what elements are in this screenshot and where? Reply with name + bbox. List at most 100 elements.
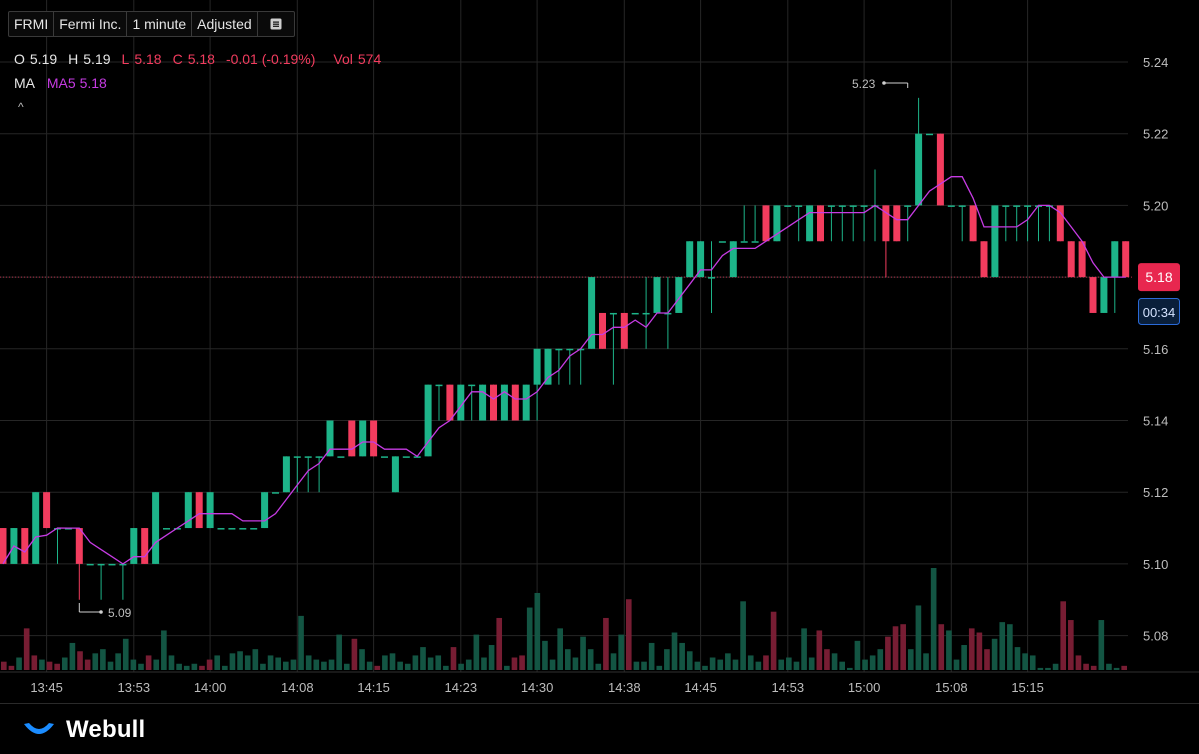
- volume-bar: [686, 651, 693, 670]
- volume-bar: [1090, 665, 1097, 670]
- ticker-symbol[interactable]: FRMI: [9, 12, 55, 36]
- footer-bar: Webull: [0, 703, 1199, 754]
- volume-bar: [557, 628, 563, 670]
- candle-body: [239, 528, 247, 530]
- countdown-badge: [1138, 298, 1180, 325]
- volume-bar: [435, 655, 442, 670]
- candle-body: [391, 456, 399, 493]
- volume-bar: [923, 653, 929, 670]
- volume-bar: [549, 659, 556, 670]
- candle-body: [479, 384, 487, 421]
- candle-body: [173, 528, 181, 530]
- high-value: 5.19: [83, 51, 111, 67]
- x-tick-label: 14:15: [357, 680, 390, 695]
- volume-bar: [1022, 653, 1028, 670]
- candle-body: [206, 492, 214, 529]
- low-marker-dot: [99, 610, 103, 614]
- candle-body: [370, 420, 378, 457]
- brand: Webull: [22, 716, 145, 744]
- volume-bar: [183, 665, 190, 670]
- candle-body: [0, 528, 7, 564]
- volume-bar: [847, 667, 853, 670]
- volume-bar: [1007, 624, 1013, 670]
- volume-bar: [991, 638, 998, 670]
- volume-bar: [488, 645, 495, 670]
- volume-bar: [717, 659, 724, 670]
- ma-legend[interactable]: MA MA5 5.18: [14, 75, 107, 91]
- volume-bar: [1060, 601, 1067, 670]
- ma5-value: MA5 5.18: [46, 75, 107, 91]
- volume-bar: [191, 663, 198, 670]
- volume-bar: [458, 663, 464, 670]
- y-tick-label: 5.12: [1143, 485, 1168, 500]
- volume-bar: [610, 653, 617, 670]
- candle-body: [1067, 241, 1075, 278]
- y-tick-label: 5.10: [1143, 557, 1168, 572]
- candle-body: [250, 528, 258, 530]
- candle-body: [359, 420, 367, 457]
- ma-label: MA: [14, 75, 35, 91]
- adjust-selector[interactable]: Adjusted: [192, 12, 258, 36]
- company-name[interactable]: Fermi Inc.: [54, 12, 128, 36]
- candle-body: [631, 312, 639, 315]
- volume-bar: [260, 663, 266, 670]
- menu-icon[interactable]: [258, 12, 294, 36]
- volume-bar: [46, 661, 53, 670]
- volume-bar: [740, 601, 746, 670]
- volume-bar: [984, 649, 990, 670]
- candle-body: [282, 456, 290, 493]
- countdown-label: 00:34: [1143, 305, 1176, 320]
- candle-body: [686, 241, 694, 278]
- volume-bar: [115, 653, 121, 670]
- y-tick-label: 5.20: [1143, 198, 1168, 213]
- candle-body: [708, 277, 715, 279]
- candle-body: [958, 205, 966, 207]
- volume-bar: [953, 659, 960, 670]
- volume-bar: [892, 626, 899, 670]
- candle-body: [500, 384, 508, 421]
- candle-body: [490, 384, 497, 421]
- x-tick-label: 14:38: [608, 680, 641, 695]
- interval-selector[interactable]: 1 minute: [127, 12, 193, 36]
- volume-bar: [1121, 665, 1127, 670]
- volume-bar: [839, 661, 845, 670]
- candle-body: [468, 384, 476, 387]
- volume-bar: [412, 655, 419, 670]
- candle-body: [827, 205, 835, 207]
- candle-body: [446, 384, 454, 421]
- volume-bar: [824, 649, 830, 670]
- candle-body: [915, 133, 923, 206]
- volume-bar: [473, 634, 480, 670]
- candle-body: [947, 205, 955, 207]
- volume-bar: [404, 663, 411, 670]
- volume-bar: [625, 599, 632, 670]
- volume-bar: [526, 607, 533, 670]
- volume-bar: [763, 655, 769, 670]
- volume-bar: [938, 624, 945, 670]
- volume-bar: [54, 663, 60, 670]
- low-value: 5.18: [134, 51, 162, 67]
- last-price-label: 5.18: [1145, 269, 1172, 285]
- candle-body: [991, 205, 999, 278]
- candle-body: [1078, 241, 1086, 278]
- volume-bar: [1083, 663, 1089, 670]
- volume-bar: [252, 649, 259, 670]
- volume-bar: [168, 655, 175, 670]
- candle-body: [97, 563, 105, 566]
- candle-body: [141, 528, 149, 564]
- last-price-badge: [1138, 263, 1180, 292]
- volume-bar: [1113, 667, 1120, 670]
- volume-bar: [961, 645, 967, 670]
- volume-bar: [946, 630, 952, 670]
- collapse-caret-icon[interactable]: ^: [18, 100, 24, 114]
- volume-bar: [877, 649, 884, 670]
- volume-bar: [138, 663, 144, 670]
- candle-body: [184, 492, 192, 529]
- volume-bar: [161, 630, 167, 670]
- volume-bar: [1037, 667, 1044, 670]
- x-tick-label: 14:30: [521, 680, 554, 695]
- volume-bar: [244, 655, 251, 670]
- y-tick-label: 5.16: [1143, 342, 1168, 357]
- volume-bar: [275, 657, 281, 670]
